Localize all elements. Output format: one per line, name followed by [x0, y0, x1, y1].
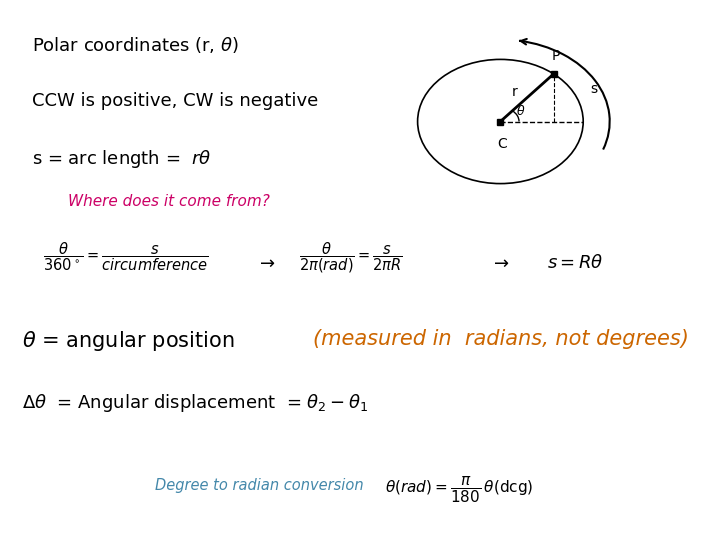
Text: CCW is positive, CW is negative: CCW is positive, CW is negative — [32, 92, 319, 110]
Text: $\theta(rad) = \dfrac{\pi}{180}\,\theta(\rm{dcg})$: $\theta(rad) = \dfrac{\pi}{180}\,\theta(… — [385, 475, 534, 505]
Text: Degree to radian conversion: Degree to radian conversion — [155, 478, 364, 493]
Text: $\Delta\theta$  = Angular displacement  = $\theta_2 - \theta_1$: $\Delta\theta$ = Angular displacement = … — [22, 392, 368, 414]
Text: C: C — [497, 137, 507, 151]
Text: $\rightarrow$: $\rightarrow$ — [256, 254, 275, 272]
Text: (measured in  radians, not degrees): (measured in radians, not degrees) — [313, 329, 689, 349]
Text: $\theta$: $\theta$ — [516, 104, 526, 118]
Text: s: s — [590, 82, 598, 96]
Text: $\dfrac{\theta}{360^\circ} = \dfrac{s}{circumference}$: $\dfrac{\theta}{360^\circ} = \dfrac{s}{c… — [43, 240, 209, 273]
Text: $\dfrac{\theta}{2\pi(rad)} = \dfrac{s}{2\pi R}$: $\dfrac{\theta}{2\pi(rad)} = \dfrac{s}{2… — [299, 240, 402, 275]
Text: s = arc length =  $r\theta$: s = arc length = $r\theta$ — [32, 148, 212, 171]
Text: Where does it come from?: Where does it come from? — [68, 194, 270, 210]
Text: P: P — [552, 49, 560, 63]
Text: Polar coordinates (r, $\theta$): Polar coordinates (r, $\theta$) — [32, 35, 239, 55]
Text: $s = R\theta$: $s = R\theta$ — [547, 254, 604, 272]
Text: r: r — [512, 85, 518, 99]
Text: $\rightarrow$: $\rightarrow$ — [490, 254, 509, 272]
Text: $\theta$ = angular position: $\theta$ = angular position — [22, 329, 236, 353]
